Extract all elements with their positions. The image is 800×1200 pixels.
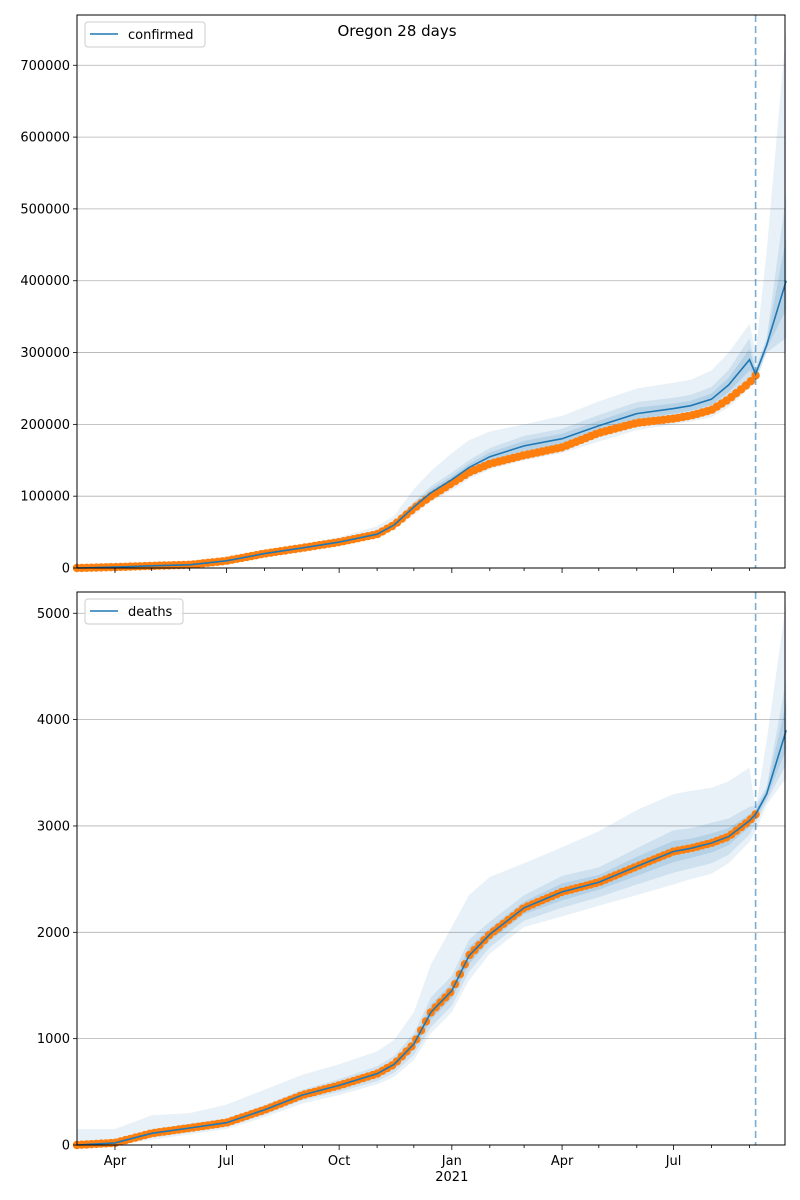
deaths-observed-points [72,810,760,1150]
confirmed-y-tick-label: 300000 [20,346,70,361]
confirmed-y-tick-label: 700000 [20,59,70,74]
deaths-band-outer [77,602,787,1145]
deaths-gridlines [77,612,785,1040]
deaths-x-tick-label: Apr [104,1154,127,1169]
confirmed-bands [77,29,787,568]
deaths-legend: deaths [84,598,184,625]
confirmed-y-tick-label: 100000 [20,490,70,505]
confirmed-panel: 0 100000 200000 300000 400000 500000 600000 700… [20,14,787,577]
confirmed-y-tick-label: 200000 [20,418,70,433]
deaths-y-tick-label: 2000 [37,926,70,941]
deaths-panel: 0 1000 2000 3000 4000 5000 Apr Jul Oct Jan Apr Jul 2… [37,591,787,1185]
deaths-x-tick-label: Jul [665,1154,682,1169]
confirmed-y-tick-label: 500000 [20,202,70,217]
deaths-x-tick-label: Jul [218,1154,235,1169]
deaths-axis-ticks: 0 1000 2000 3000 4000 5000 Apr Jul Oct Jan Apr Jul 2… [37,607,750,1185]
deaths-bands [77,602,787,1145]
figure-title: Oregon 28 days [337,22,456,40]
confirmed-y-tick-label: 400000 [20,274,70,289]
confirmed-band-middle [77,194,787,568]
deaths-y-tick-label: 3000 [37,819,70,834]
confirmed-gridlines [77,64,785,497]
deaths-y-tick-label: 0 [62,1139,70,1154]
confirmed-axes-frame [76,14,786,569]
deaths-y-tick-label: 1000 [37,1032,70,1047]
deaths-y-tick-label: 5000 [37,607,70,622]
confirmed-y-tick-label: 0 [62,562,70,577]
deaths-band-middle [77,679,787,1145]
confirmed-band-inner [77,237,787,568]
confirmed-axis-ticks: 0 100000 200000 300000 400000 500000 600000 700… [20,59,750,577]
confirmed-y-tick-label: 600000 [20,131,70,146]
confirmed-legend: confirmed [84,21,206,48]
deaths-legend-label: deaths [128,605,173,620]
confirmed-legend-label: confirmed [128,28,194,43]
confirmed-observed-point [746,377,755,386]
deaths-x-tick-label: Jan [441,1154,462,1169]
confirmed-forecast-line [76,280,787,569]
deaths-x-tick-label: Apr [551,1154,574,1169]
deaths-x-year-label: 2021 [435,1170,468,1185]
deaths-y-tick-label: 4000 [37,713,70,728]
deaths-forecast-line [76,730,787,1146]
deaths-band-inner [77,701,787,1145]
deaths-x-tick-label: Oct [328,1154,350,1169]
deaths-axes-frame [76,591,786,1146]
